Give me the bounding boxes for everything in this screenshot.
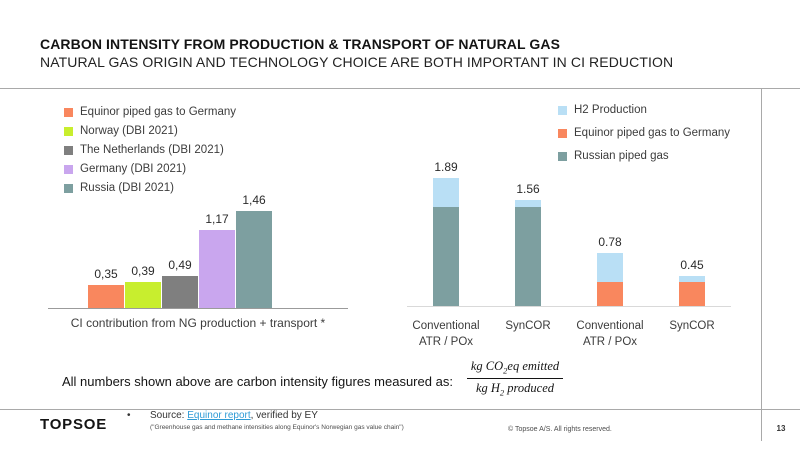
- legend-label: Germany (DBI 2021): [80, 163, 187, 175]
- bar-segment: [515, 207, 541, 306]
- legend-label: Norway (DBI 2021): [80, 125, 178, 137]
- source-note: ("Greenhouse gas and methane intensities…: [150, 424, 404, 431]
- legend-swatch: [64, 183, 73, 193]
- copyright-text: © Topsoe A/S. All rights reserved.: [508, 426, 612, 433]
- stacked-bar-group: 0.45: [679, 258, 705, 306]
- bar: [199, 230, 235, 308]
- legend-label: H2 Production: [574, 104, 647, 116]
- ci-formula-fraction: kg CO2eq emitted kg H2 produced: [445, 359, 585, 397]
- page-number: 13: [776, 424, 786, 433]
- category-label: Conventional ATR / POx: [391, 318, 501, 350]
- legend-label: Russia (DBI 2021): [80, 182, 174, 194]
- formula-denominator: kg H2 produced: [475, 380, 555, 398]
- bar-total-label: 0.78: [598, 235, 622, 250]
- formula-lead-text: All numbers shown above are carbon inten…: [62, 374, 453, 389]
- right-chart-axis: [407, 306, 731, 307]
- topsoe-logo: TOPSOE: [40, 416, 108, 433]
- right-divider: [761, 88, 762, 441]
- bar-value-label: 1,46: [242, 193, 266, 208]
- bar-segment: [515, 200, 541, 207]
- bar-group: 0,39: [125, 264, 161, 308]
- bar-group: 1,17: [199, 212, 235, 308]
- legend-item: The Netherlands (DBI 2021): [64, 144, 236, 156]
- legend-label: Equinor piped gas to Germany: [80, 106, 236, 118]
- source-line: Source: Equinor report, verified by EY: [150, 410, 318, 421]
- page-title: CARBON INTENSITY FROM PRODUCTION & TRANS…: [40, 36, 561, 52]
- legend-left: Equinor piped gas to Germany Norway (DBI …: [64, 106, 236, 194]
- stacked-bar-group: 0.78: [597, 235, 623, 306]
- page-subtitle: NATURAL GAS ORIGIN AND TECHNOLOGY CHOICE…: [40, 54, 674, 70]
- legend-item: Equinor piped gas to Germany: [64, 106, 236, 118]
- stacked-bar-group: 1.56: [515, 182, 541, 306]
- legend-swatch: [558, 151, 567, 161]
- top-divider: [0, 88, 800, 89]
- legend-item: Russian piped gas: [558, 150, 730, 162]
- legend-swatch: [64, 126, 73, 136]
- bar-value-label: 0,35: [94, 266, 118, 281]
- bar-total-label: 1.89: [434, 159, 458, 174]
- category-label: SynCOR: [473, 318, 583, 334]
- bar: [162, 275, 198, 308]
- category-label-line: Conventional: [412, 320, 480, 332]
- legend-label: Russian piped gas: [574, 150, 669, 162]
- category-label-line: SynCOR: [669, 320, 715, 332]
- bar-group: 0,49: [162, 257, 198, 308]
- category-label: Conventional ATR / POx: [555, 318, 665, 350]
- bar-value-label: 0,39: [131, 264, 155, 279]
- legend-item: Germany (DBI 2021): [64, 163, 236, 175]
- bar-value-label: 0,49: [168, 257, 192, 272]
- bar: [236, 211, 272, 308]
- bar-segment: [433, 177, 459, 207]
- formula-numerator: kg CO2eq emitted: [466, 359, 564, 379]
- footer-divider: [0, 409, 800, 410]
- bar-segment: [597, 282, 623, 306]
- legend-swatch: [558, 128, 567, 138]
- category-label-line: ATR / POx: [582, 336, 638, 348]
- equinor-report-link[interactable]: Equinor report: [187, 410, 251, 421]
- bar-segment: [679, 275, 705, 283]
- legend-swatch: [64, 107, 73, 117]
- bar-segment: [597, 253, 623, 283]
- bar-segment: [679, 282, 705, 306]
- category-label: SynCOR: [637, 318, 747, 334]
- legend-item: Russia (DBI 2021): [64, 182, 236, 194]
- legend-right: H2 Production Equinor piped gas to German…: [558, 104, 730, 162]
- bar-group: 0,35: [88, 267, 124, 308]
- legend-swatch: [64, 145, 73, 155]
- bar: [88, 284, 124, 308]
- chart-ci-contribution: 0,35 0,39 0,49 1,17 1,46: [88, 193, 272, 308]
- chart-h2-pathways: 1.89 1.56 0.78 0.45: [433, 160, 705, 306]
- legend-swatch: [64, 164, 73, 174]
- bar-group: 1,46: [236, 193, 272, 308]
- bar-segment: [433, 207, 459, 306]
- category-label-line: SynCOR: [505, 320, 551, 332]
- bar-total-label: 1.56: [516, 182, 540, 197]
- category-label-line: Conventional: [576, 320, 644, 332]
- legend-swatch: [558, 105, 567, 115]
- legend-item: Equinor piped gas to Germany: [558, 127, 730, 139]
- left-chart-axis: [48, 308, 348, 309]
- bar: [125, 282, 161, 308]
- legend-item: Norway (DBI 2021): [64, 125, 236, 137]
- bar-total-label: 0.45: [680, 257, 704, 272]
- bar-value-label: 1,17: [205, 212, 229, 227]
- legend-item: H2 Production: [558, 104, 730, 116]
- stacked-bar-group: 1.89: [433, 160, 459, 306]
- source-bullet: •: [127, 410, 131, 421]
- category-label-line: ATR / POx: [418, 336, 474, 348]
- legend-label: The Netherlands (DBI 2021): [80, 144, 224, 156]
- left-chart-xlabel: CI contribution from NG production + tra…: [70, 316, 326, 330]
- legend-label: Equinor piped gas to Germany: [574, 127, 730, 139]
